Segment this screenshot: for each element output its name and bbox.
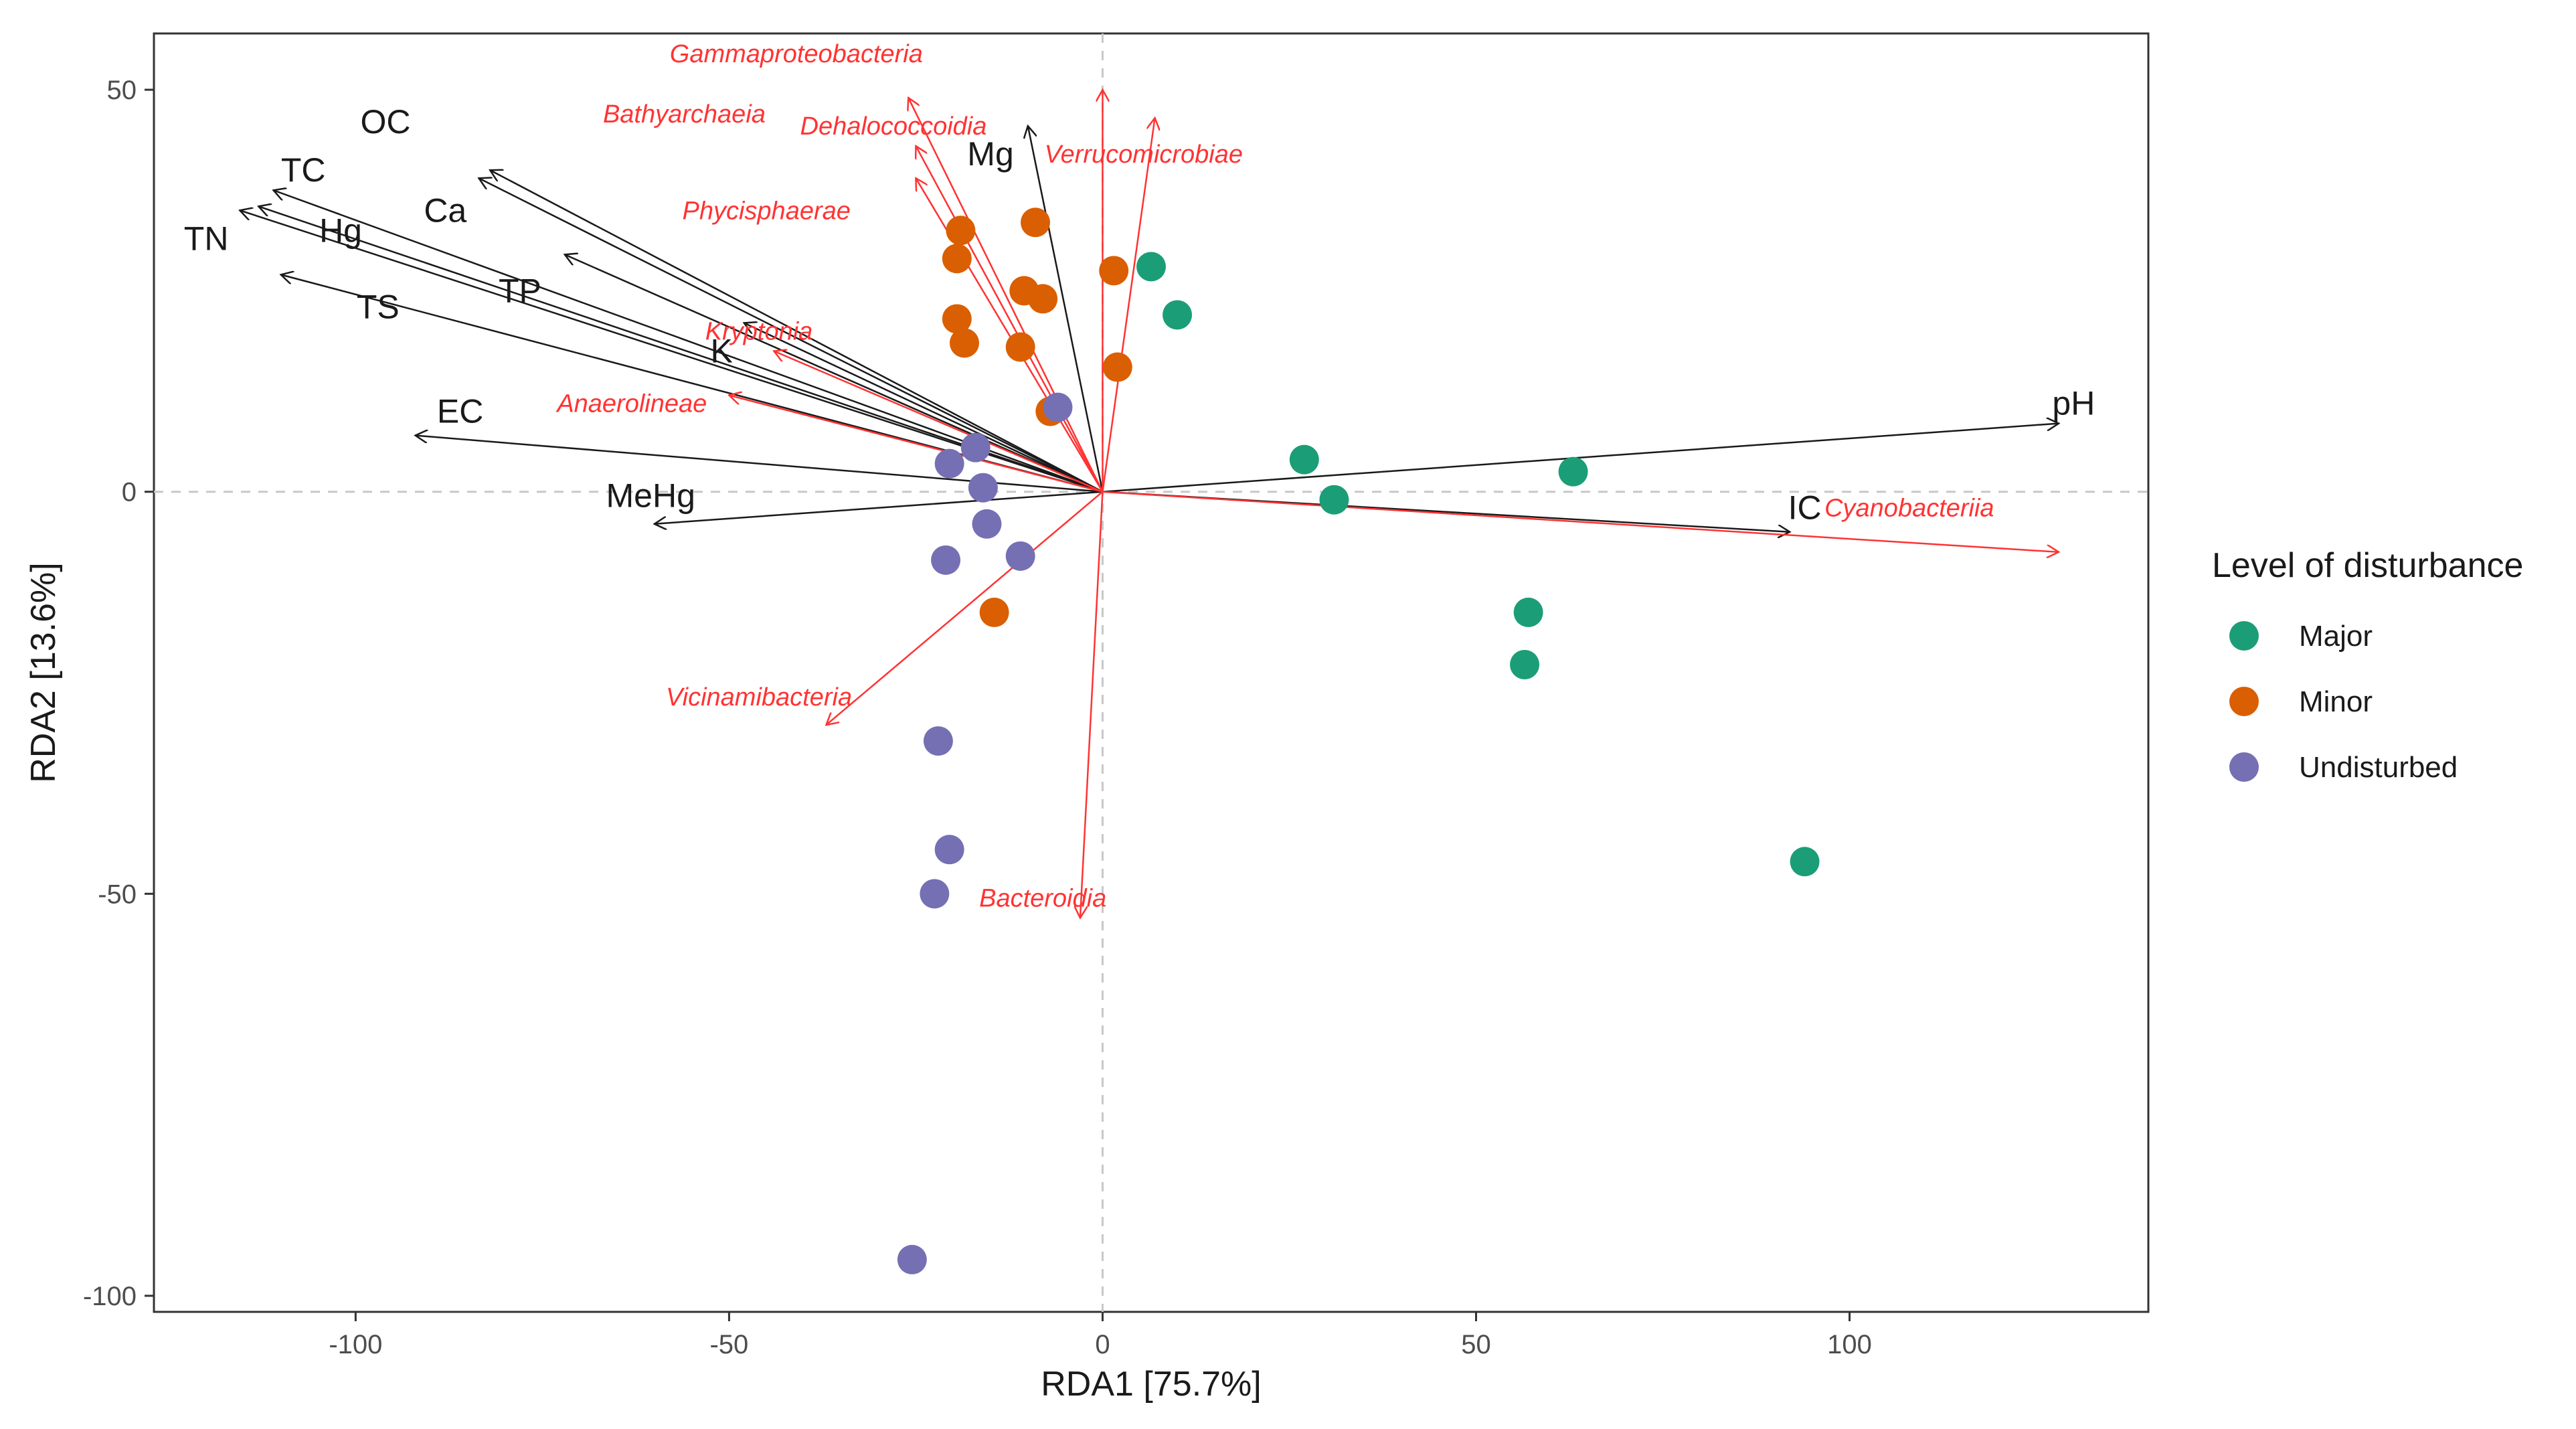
point-undisturbed <box>931 545 961 575</box>
legend-swatch-major <box>2229 621 2259 651</box>
taxa-arrow-vicinamibacteria <box>826 491 1104 725</box>
env-label-ts: TS <box>357 288 400 325</box>
y-axis-title: RDA2 [13.6%] <box>24 562 63 783</box>
taxa-arrow-bathyarchaeia <box>908 98 1104 493</box>
env-arrow-oc <box>479 178 1104 493</box>
env-arrow-tp <box>565 254 1103 493</box>
legend-title: Level of disturbance <box>2212 546 2523 585</box>
legend-swatch-undisturbed <box>2229 752 2259 782</box>
point-undisturbed <box>897 1244 927 1274</box>
point-minor <box>1028 284 1058 314</box>
taxa-arrow-anaerolineae <box>729 396 1103 493</box>
env-label-ph: pH <box>2052 385 2095 422</box>
x-tick-label: -100 <box>329 1330 382 1359</box>
taxa-arrow-cyanobacteriia <box>1102 491 2059 552</box>
point-undisturbed <box>1043 392 1073 422</box>
taxa-arrow-bacteroidia <box>1080 491 1104 918</box>
x-axis-title: RDA1 [75.7%] <box>1041 1365 1262 1404</box>
taxa-arrow-dehalococcoidia <box>916 146 1104 493</box>
legend-label-undisturbed: Undisturbed <box>2299 751 2458 784</box>
env-label-oc: OC <box>360 103 410 141</box>
legend-label-major: Major <box>2299 620 2373 653</box>
point-undisturbed <box>934 448 964 479</box>
y-axis: -100 -50 0 50 <box>83 76 154 1311</box>
env-arrow-ph <box>1102 424 2059 493</box>
point-minor <box>1099 256 1129 286</box>
x-tick-label: 50 <box>1461 1330 1491 1359</box>
x-tick-label: 0 <box>1095 1330 1110 1359</box>
taxa-label-kryptonia: Kryptonia <box>705 317 813 345</box>
y-tick-label: -50 <box>98 879 137 909</box>
taxa-label-cyanobacteriia: Cyanobacteriia <box>1824 495 1994 523</box>
point-major <box>1289 444 1319 475</box>
taxa-label-dehalococcoidia: Dehalococcoidia <box>800 112 987 141</box>
env-arrow-mg <box>1028 126 1104 492</box>
taxa-label-bathyarchaeia: Bathyarchaeia <box>603 100 766 129</box>
point-minor <box>942 244 972 274</box>
env-arrow-tn <box>240 210 1103 493</box>
env-label-mg: Mg <box>967 135 1013 173</box>
env-label-mehg: MeHg <box>606 477 695 515</box>
point-major <box>1513 597 1543 627</box>
env-label-tp: TP <box>499 272 541 309</box>
point-major <box>1136 252 1166 282</box>
point-minor <box>1021 207 1051 238</box>
x-axis: -100 -50 0 50 100 <box>329 1312 1872 1359</box>
legend-swatch-minor <box>2229 687 2259 716</box>
point-major <box>1163 300 1193 330</box>
env-arrow-mehg <box>655 491 1103 524</box>
taxa-arrow-verrucomicrobiae <box>1102 118 1154 492</box>
point-minor <box>1102 352 1132 382</box>
sample-points <box>897 207 1820 1274</box>
point-undisturbed <box>960 432 991 463</box>
taxa-label-vicinamibacteria: Vicinamibacteria <box>666 683 852 711</box>
point-minor <box>946 216 976 246</box>
env-arrow-k <box>744 323 1103 493</box>
legend-label-minor: Minor <box>2299 685 2373 718</box>
point-major <box>1790 847 1820 877</box>
env-label-tn: TN <box>184 220 229 257</box>
point-undisturbed <box>920 879 950 909</box>
point-undisturbed <box>968 473 998 503</box>
taxa-label-anaerolineae: Anaerolineae <box>555 390 707 418</box>
env-arrow-ca <box>490 170 1104 493</box>
env-label-hg: Hg <box>319 212 362 249</box>
plot-panel <box>153 32 2150 1313</box>
taxa-label-bacteroidia: Bacteroidia <box>979 884 1106 912</box>
x-tick-label: -50 <box>709 1330 748 1359</box>
taxa-label-phycisphaerae: Phycisphaerae <box>683 197 851 225</box>
y-tick-label: 50 <box>107 76 137 105</box>
vector-labels: OC TC TN Hg Ca TP TS K EC MeHg Mg pH IC Gammaproteoba… <box>184 40 2095 912</box>
point-undisturbed <box>972 509 1002 539</box>
point-undisturbed <box>1005 541 1035 571</box>
x-tick-label: 100 <box>1827 1330 1872 1359</box>
point-major <box>1558 456 1588 487</box>
point-minor <box>949 328 979 358</box>
point-major <box>1319 485 1349 515</box>
point-undisturbed <box>923 726 953 756</box>
env-label-ec: EC <box>437 393 483 430</box>
point-minor <box>942 304 972 334</box>
y-tick-label: 0 <box>122 478 137 507</box>
y-tick-label: -100 <box>83 1282 137 1311</box>
point-minor <box>1005 332 1035 362</box>
env-label-ic: IC <box>1788 489 1822 527</box>
point-major <box>1510 649 1540 679</box>
taxa-label-gammaproteobacteria: Gammaproteobacteria <box>670 40 923 68</box>
env-label-tc: TC <box>281 151 326 189</box>
env-label-ca: Ca <box>424 191 466 229</box>
env-label-k: K <box>711 332 733 369</box>
point-undisturbed <box>934 835 964 865</box>
point-minor <box>979 597 1009 627</box>
taxa-arrow-kryptonia <box>774 351 1103 493</box>
taxa-vectors <box>729 90 2059 918</box>
taxa-label-verrucomicrobiae: Verrucomicrobiae <box>1045 141 1243 169</box>
legend: Level of disturbance Major Minor Undisturb… <box>2212 546 2523 784</box>
